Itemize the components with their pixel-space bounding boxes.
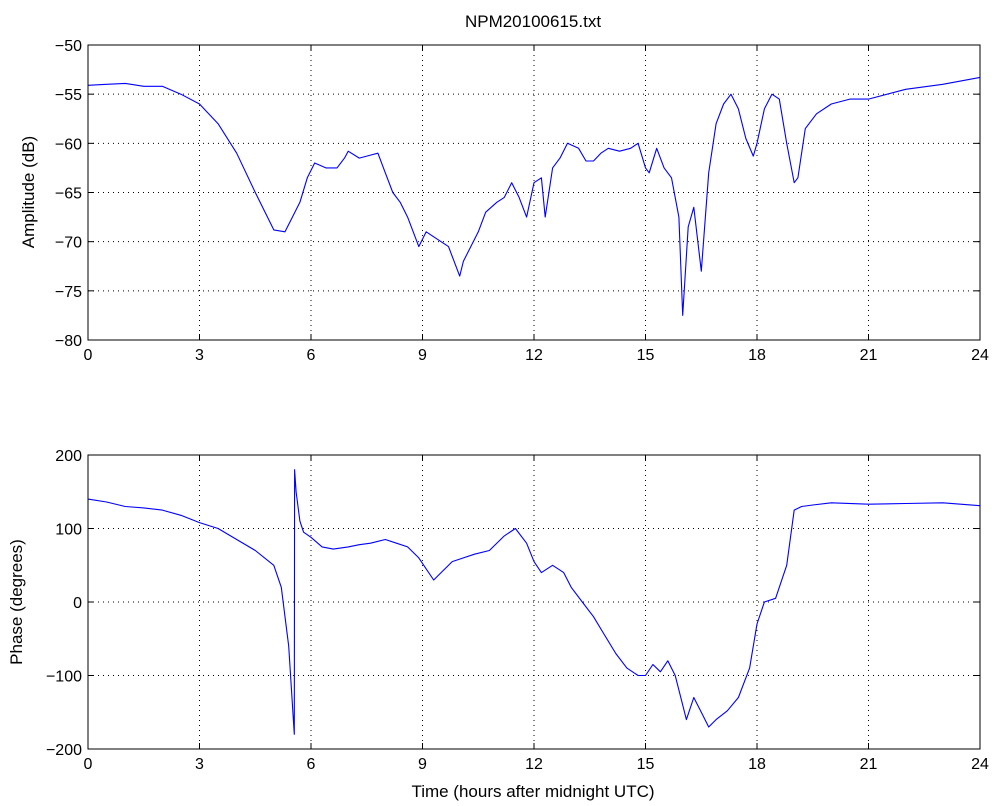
phase-y-tick-label: −200: [46, 742, 82, 759]
amplitude-y-tick-label: −55: [55, 87, 82, 104]
phase-y-tick-label: 200: [55, 448, 82, 465]
phase-panel: Phase (degrees) Time (hours after midnig…: [7, 448, 989, 801]
amplitude-y-axis-label: Amplitude (dB): [19, 136, 38, 248]
phase-x-tick-label: 6: [307, 756, 316, 773]
amplitude-x-tick-label: 15: [637, 347, 655, 364]
amplitude-x-tick-label: 18: [748, 347, 766, 364]
amplitude-x-tick-label: 0: [84, 347, 93, 364]
phase-y-axis-label: Phase (degrees): [7, 539, 26, 665]
amplitude-y-tick-label: −70: [55, 235, 82, 252]
amplitude-x-tick-label: 6: [307, 347, 316, 364]
phase-x-tick-label: 18: [748, 756, 766, 773]
figure-title: NPM20100615.txt: [465, 12, 601, 31]
phase-x-tick-label: 0: [84, 756, 93, 773]
amplitude-x-tick-label: 21: [860, 347, 878, 364]
amplitude-y-tick-label: −60: [55, 136, 82, 153]
phase-y-tick-label: 0: [73, 595, 82, 612]
phase-series-line: [87, 469, 981, 735]
phase-x-tick-label: 15: [637, 756, 655, 773]
amplitude-series-line: [87, 76, 981, 316]
amplitude-x-tick-label: 12: [525, 347, 543, 364]
amplitude-y-tick-label: −50: [55, 38, 82, 55]
phase-x-tick-label: 12: [525, 756, 543, 773]
amplitude-x-tick-label: 3: [195, 347, 204, 364]
phase-x-tick-label: 9: [418, 756, 427, 773]
phase-y-tick-label: 100: [55, 522, 82, 539]
amplitude-y-tick-label: −75: [55, 284, 82, 301]
amplitude-y-tick-label: −80: [55, 333, 82, 350]
amplitude-y-tick-label: −65: [55, 186, 82, 203]
phase-y-tick-label: −100: [46, 669, 82, 686]
amplitude-panel: Amplitude (dB) 0 3 6 9 12 15 18 21 24 −80 −75 −70 −6…: [19, 38, 989, 364]
phase-x-tick-label: 21: [860, 756, 878, 773]
phase-x-axis-label: Time (hours after midnight UTC): [411, 782, 654, 801]
phase-x-tick-label: 3: [195, 756, 204, 773]
amplitude-x-tick-label: 24: [971, 347, 989, 364]
amplitude-x-tick-label: 9: [418, 347, 427, 364]
phase-x-tick-label: 24: [971, 756, 989, 773]
